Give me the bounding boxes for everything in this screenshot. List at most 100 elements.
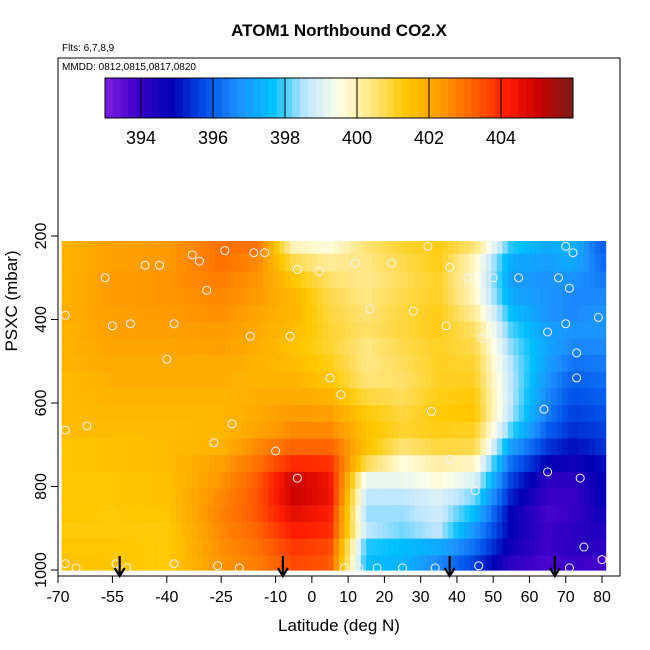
heat-cell (562, 471, 569, 490)
heat-cell (480, 271, 487, 289)
heat-cell (447, 241, 454, 255)
heat-cell (241, 388, 248, 406)
heat-cell (507, 253, 514, 273)
heat-cell (143, 488, 150, 506)
heat-cell (502, 388, 509, 406)
heat-cell (273, 555, 280, 571)
heat-cell (235, 271, 242, 289)
heat-cell (502, 521, 509, 540)
heat-cell (99, 371, 106, 389)
heat-cell (366, 405, 373, 423)
heat-cell (594, 455, 601, 473)
heat-cell (208, 538, 215, 556)
heat-cell (485, 271, 492, 289)
heat-cell (72, 521, 79, 540)
heat-cell (496, 321, 503, 339)
heat-cell (192, 455, 199, 473)
heat-cell (121, 438, 128, 456)
colorbar-swatch (206, 78, 215, 118)
heat-cell (105, 455, 112, 473)
heat-cell (105, 521, 112, 540)
heat-cell (143, 471, 150, 490)
heat-cell (333, 505, 340, 523)
heat-cell (154, 555, 161, 571)
heat-cell (594, 271, 601, 289)
heat-cell (589, 421, 596, 440)
heat-cell (273, 338, 280, 356)
heat-cell (524, 388, 531, 406)
heat-cell (77, 338, 84, 356)
heat-cell (464, 371, 471, 389)
heat-cell (83, 288, 90, 306)
heat-cell (181, 321, 188, 339)
heat-cell (333, 304, 340, 323)
heat-cell (126, 555, 133, 571)
heat-cell (197, 271, 204, 289)
heat-cell (415, 304, 422, 323)
heat-cell (61, 241, 68, 255)
colorbar-swatch (167, 78, 176, 118)
heat-cell (360, 421, 367, 440)
heat-cell (382, 338, 389, 356)
heat-cell (197, 288, 204, 306)
heat-cell (230, 338, 237, 356)
heat-cell (121, 521, 128, 540)
heat-cell (72, 538, 79, 556)
heat-cell (496, 241, 503, 255)
colorbar-swatch (565, 78, 574, 118)
heat-cell (360, 488, 367, 506)
heat-cell (105, 438, 112, 456)
heat-cell (567, 538, 574, 556)
heat-cell (252, 455, 259, 473)
colorbar-swatch (557, 78, 566, 118)
heat-cell (562, 354, 569, 373)
heat-cell (72, 438, 79, 456)
heat-cell (393, 241, 400, 255)
heat-cell (524, 354, 531, 373)
heat-cell (148, 471, 155, 490)
data-point (187, 250, 197, 260)
heat-cell (534, 388, 541, 406)
heat-cell (235, 354, 242, 373)
heat-cell (491, 371, 498, 389)
heat-cell (67, 538, 74, 556)
heat-cell (306, 354, 313, 373)
heat-cell (551, 241, 558, 255)
heat-cell (311, 505, 318, 523)
heat-cell (344, 271, 351, 289)
heat-cell (67, 388, 74, 406)
heat-cell (83, 471, 90, 490)
heat-cell (252, 288, 259, 306)
heat-cell (344, 288, 351, 306)
heat-cell (415, 405, 422, 423)
heat-cell (268, 505, 275, 523)
heat-cell (99, 338, 106, 356)
heat-cell (132, 455, 139, 473)
heat-cell (230, 354, 237, 373)
heat-cell (257, 288, 264, 306)
heat-cell (322, 405, 329, 423)
heat-cell (137, 241, 144, 255)
heat-cell (126, 371, 133, 389)
heat-cell (175, 421, 182, 440)
heat-cell (94, 505, 101, 523)
heat-cell (388, 371, 395, 389)
heat-cell (290, 505, 297, 523)
data-point (543, 327, 553, 337)
heat-cell (246, 555, 253, 571)
heat-cell (181, 521, 188, 540)
heat-cell (143, 438, 150, 456)
heat-cell (252, 304, 259, 323)
heat-cell (164, 271, 172, 289)
heat-cell (556, 338, 563, 356)
heat-cell (94, 471, 101, 490)
heat-cell (469, 271, 476, 289)
heat-cell (279, 338, 286, 356)
heat-cell (545, 241, 552, 255)
heat-cell (404, 371, 411, 389)
heat-cell (545, 421, 552, 440)
heat-cell (447, 304, 454, 323)
heat-cell (192, 371, 199, 389)
heat-cell (110, 421, 117, 440)
heat-cell (235, 438, 242, 456)
